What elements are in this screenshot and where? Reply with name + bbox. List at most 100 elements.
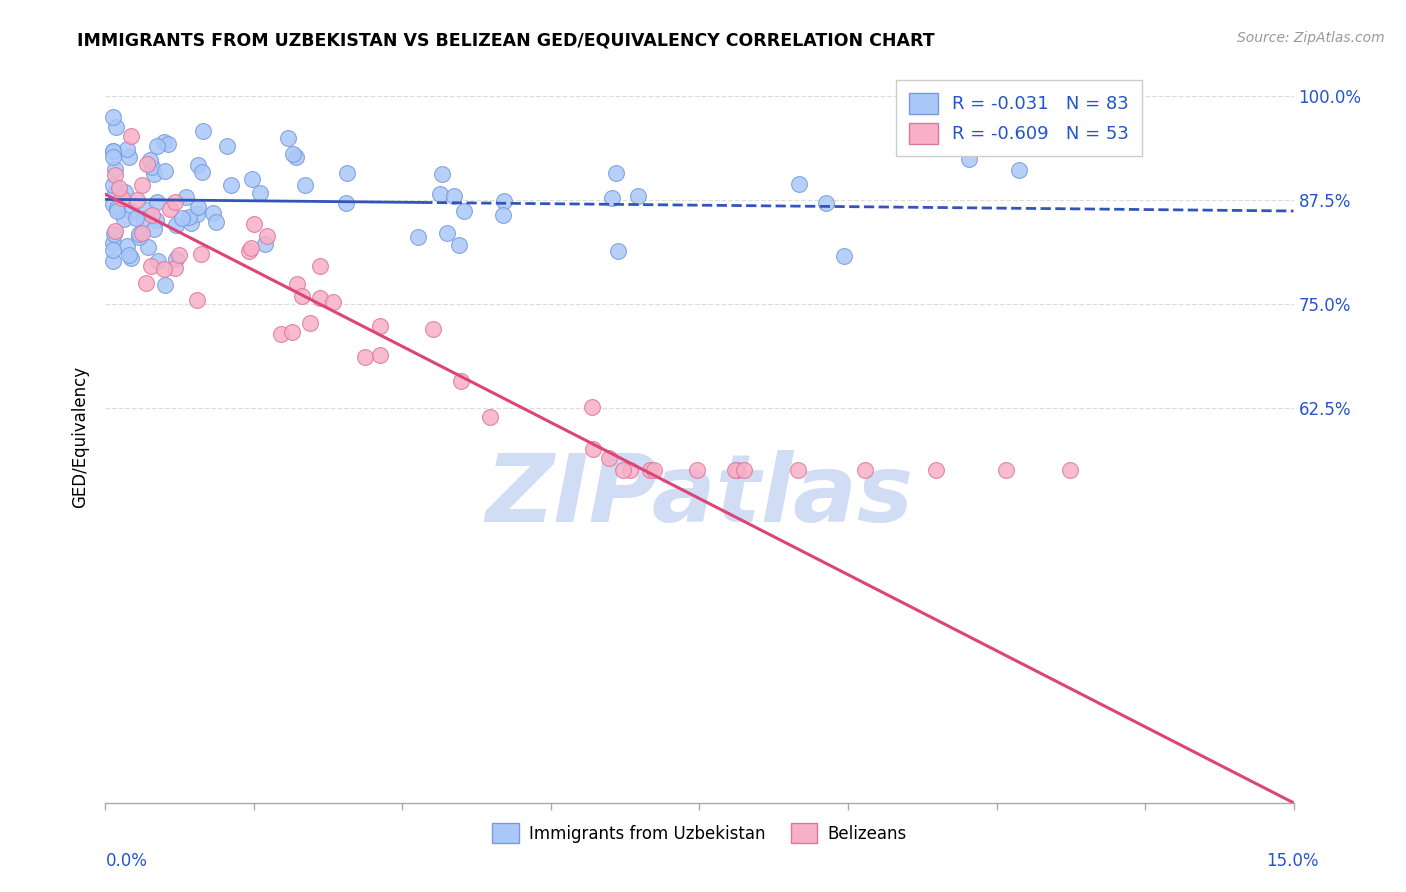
Point: [638, 463, 661, 477]
Point: [145, 212, 167, 227]
Point: [105, 204, 128, 219]
Point: [453, 204, 475, 219]
Point: [627, 189, 650, 203]
Point: [957, 153, 980, 167]
Point: [136, 157, 159, 171]
Text: 0.0%: 0.0%: [105, 852, 148, 870]
Point: [600, 190, 623, 204]
Point: [141, 208, 163, 222]
Point: [128, 227, 150, 241]
Point: [104, 161, 127, 176]
Point: [165, 219, 187, 233]
Point: [103, 144, 125, 158]
Point: [103, 243, 125, 257]
Point: [447, 238, 470, 252]
Point: [443, 189, 465, 203]
Point: [165, 252, 187, 266]
Point: [219, 178, 242, 192]
Point: [186, 207, 208, 221]
Point: [309, 259, 332, 273]
Point: [240, 241, 263, 255]
Point: [115, 239, 138, 253]
Point: [139, 259, 162, 273]
Point: [686, 463, 709, 477]
Point: [179, 211, 201, 225]
Point: [336, 166, 359, 180]
Point: [256, 229, 278, 244]
Point: [605, 166, 627, 180]
Point: [125, 211, 148, 225]
Point: [114, 186, 136, 200]
Point: [607, 244, 630, 259]
Point: [205, 215, 228, 229]
Point: [723, 463, 745, 477]
Point: [153, 135, 176, 149]
Point: [146, 253, 169, 268]
Point: [612, 463, 634, 477]
Point: [104, 169, 127, 183]
Point: [281, 325, 304, 339]
Point: [368, 348, 391, 362]
Point: [815, 196, 838, 211]
Point: [103, 253, 125, 268]
Point: [281, 146, 304, 161]
Text: 15.0%: 15.0%: [1267, 852, 1319, 870]
Point: [422, 321, 444, 335]
Point: [131, 226, 153, 240]
Point: [201, 205, 224, 219]
Point: [291, 289, 314, 303]
Point: [598, 450, 620, 465]
Point: [240, 171, 263, 186]
Point: [118, 150, 141, 164]
Point: [108, 181, 131, 195]
Point: [1059, 463, 1081, 477]
Point: [105, 120, 128, 135]
Point: [103, 178, 125, 192]
Point: [141, 161, 163, 175]
Point: [139, 153, 162, 168]
Point: [103, 144, 125, 158]
Point: [215, 139, 238, 153]
Point: [136, 240, 159, 254]
Point: [308, 291, 330, 305]
Point: [242, 217, 264, 231]
Point: [581, 400, 603, 414]
Point: [115, 143, 138, 157]
Point: [187, 159, 209, 173]
Point: [172, 211, 194, 225]
Point: [238, 244, 260, 259]
Point: [163, 260, 186, 275]
Point: [187, 201, 209, 215]
Point: [354, 350, 377, 364]
Point: [733, 463, 755, 477]
Point: [180, 216, 202, 230]
Point: [103, 227, 125, 242]
Point: [430, 167, 453, 181]
Legend: Immigrants from Uzbekistan, Belizeans: Immigrants from Uzbekistan, Belizeans: [486, 817, 912, 849]
Point: [294, 178, 316, 193]
Point: [190, 246, 212, 260]
Point: [832, 249, 855, 263]
Point: [285, 277, 308, 291]
Point: [725, 463, 748, 477]
Point: [131, 178, 153, 192]
Point: [120, 203, 142, 218]
Point: [322, 294, 344, 309]
Point: [284, 150, 307, 164]
Point: [853, 463, 876, 477]
Text: IMMIGRANTS FROM UZBEKISTAN VS BELIZEAN GED/EQUIVALENCY CORRELATION CHART: IMMIGRANTS FROM UZBEKISTAN VS BELIZEAN G…: [77, 31, 935, 49]
Point: [104, 224, 127, 238]
Point: [132, 212, 155, 227]
Point: [1008, 163, 1031, 178]
Point: [104, 186, 127, 200]
Point: [253, 237, 276, 252]
Point: [450, 374, 472, 388]
Point: [429, 187, 451, 202]
Point: [156, 137, 179, 152]
Point: [191, 124, 214, 138]
Point: [249, 186, 271, 200]
Point: [153, 277, 176, 292]
Point: [368, 318, 391, 333]
Point: [436, 226, 458, 240]
Point: [190, 165, 212, 179]
